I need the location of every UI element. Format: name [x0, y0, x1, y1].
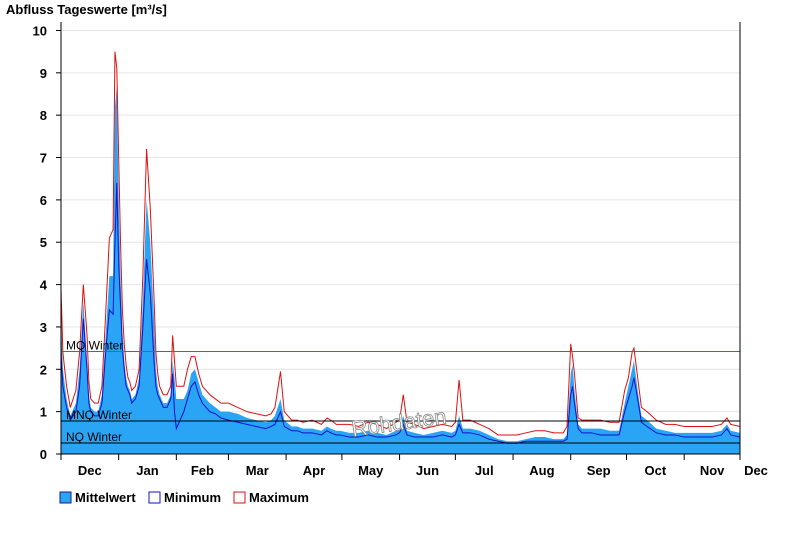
- legend: Mittelwert Minimum Maximum: [59, 490, 309, 505]
- legend-swatch-maximum: [233, 491, 246, 504]
- y-tick-label: 6: [40, 193, 47, 208]
- x-tick-label: Dec: [744, 463, 768, 478]
- reference-line-label: NQ Winter: [66, 430, 122, 444]
- series-maximum-line: [60, 51, 741, 436]
- x-tick-label: Apr: [303, 463, 325, 478]
- grid-lines: [61, 29, 740, 455]
- y-tick-label: 4: [40, 278, 48, 293]
- y-axis-ticks: 0 1 2 3 4 5 6 7 8 9 10: [33, 23, 61, 462]
- y-tick-label: 3: [40, 320, 47, 335]
- y-tick-label: 0: [40, 447, 47, 462]
- chart-title: Abfluss Tageswerte [m³/s]: [6, 2, 167, 17]
- x-tick-label: Nov: [700, 463, 725, 478]
- x-tick-label: Aug: [529, 463, 554, 478]
- y-tick-label: 9: [40, 66, 47, 81]
- y-tick-label: 1: [40, 405, 47, 420]
- legend-label-maximum: Maximum: [249, 490, 309, 505]
- x-tick-label: Sep: [587, 463, 611, 478]
- legend-swatch-mean: [59, 491, 72, 504]
- legend-item-minimum[interactable]: Minimum: [148, 490, 221, 505]
- x-tick-label: Jan: [136, 463, 158, 478]
- x-tick-label: May: [358, 463, 384, 478]
- legend-swatch-minimum: [148, 491, 161, 504]
- x-tick-label: Feb: [191, 463, 214, 478]
- y-tick-label: 5: [40, 235, 47, 250]
- legend-label-minimum: Minimum: [164, 490, 221, 505]
- x-tick-label: Jul: [475, 463, 494, 478]
- axes: [60, 22, 741, 455]
- series-mean-area: [61, 85, 740, 454]
- legend-label-mean: Mittelwert: [75, 490, 136, 505]
- series-minimum-line: [60, 182, 741, 444]
- legend-item-maximum[interactable]: Maximum: [233, 490, 309, 505]
- x-axis-ticks: Dec Jan Feb Mar Apr May Jun Jul Aug Sep Oct Nov Dec: [60, 454, 768, 478]
- plot-area: [60, 51, 741, 454]
- y-tick-label: 7: [40, 151, 47, 166]
- reference-lines: MQ Winter MNQ Winter NQ Winter: [61, 339, 740, 444]
- x-tick-label: Mar: [246, 463, 269, 478]
- y-tick-label: 10: [33, 23, 47, 38]
- x-tick-label: Dec: [78, 463, 102, 478]
- legend-item-mean[interactable]: Mittelwert: [59, 490, 136, 505]
- y-tick-label: 8: [40, 108, 47, 123]
- x-tick-label: Oct: [645, 463, 667, 478]
- reference-line-label: MQ Winter: [66, 339, 123, 353]
- reference-line-label: MNQ Winter: [66, 408, 132, 422]
- x-tick-label: Jun: [416, 463, 439, 478]
- y-tick-label: 2: [40, 362, 47, 377]
